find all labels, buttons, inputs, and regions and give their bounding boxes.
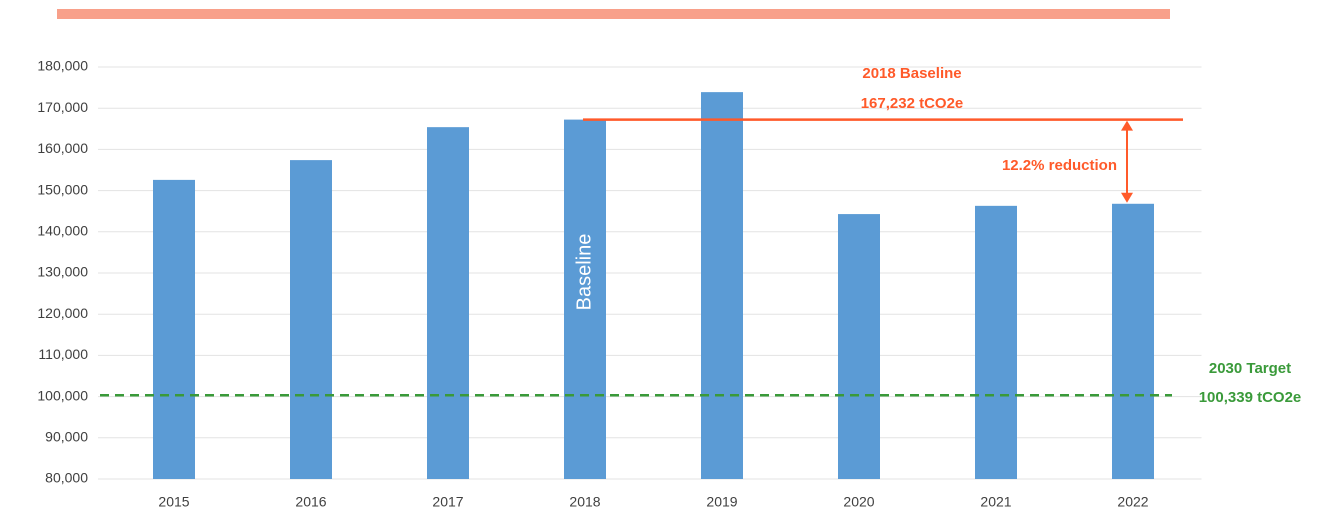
title-bar [57,9,1170,19]
x-tick-label: 2018 [569,494,600,510]
target-label: 100,339 tCO2e [1199,389,1302,406]
bar [427,127,469,479]
x-tick-label: 2022 [1117,494,1148,510]
bar [290,160,332,479]
y-tick-label: 140,000 [37,223,88,239]
y-tick-label: 90,000 [45,429,88,445]
x-tick-label: 2019 [706,494,737,510]
x-tick-label: 2017 [432,494,463,510]
target-title: 2030 Target [1209,360,1291,377]
x-tick-label: 2015 [158,494,189,510]
bar [975,205,1017,479]
reduction-label: 12.2% reduction [1002,157,1117,174]
bar [1112,203,1154,479]
arrow-head [1121,192,1133,203]
y-tick-label: 170,000 [37,99,88,115]
x-tick-label: 2021 [980,494,1011,510]
arrow-head [1121,120,1133,131]
bar [701,92,743,479]
y-tick-label: 100,000 [37,387,88,403]
bar [153,179,195,479]
y-tick-label: 130,000 [37,264,88,280]
y-tick-label: 150,000 [37,181,88,197]
bar [564,119,606,479]
y-tick-label: 110,000 [38,346,88,362]
x-tick-label: 2020 [843,494,874,510]
y-tick-label: 120,000 [37,305,88,321]
baseline-label: 167,232 tCO2e [861,95,964,112]
bar [838,214,880,480]
y-tick-label: 80,000 [45,470,88,486]
bar-label: Baseline [573,234,595,311]
y-tick-label: 160,000 [37,140,88,156]
x-tick-label: 2016 [295,494,326,510]
baseline-title: 2018 Baseline [862,65,961,82]
y-tick-label: 180,000 [37,58,88,74]
